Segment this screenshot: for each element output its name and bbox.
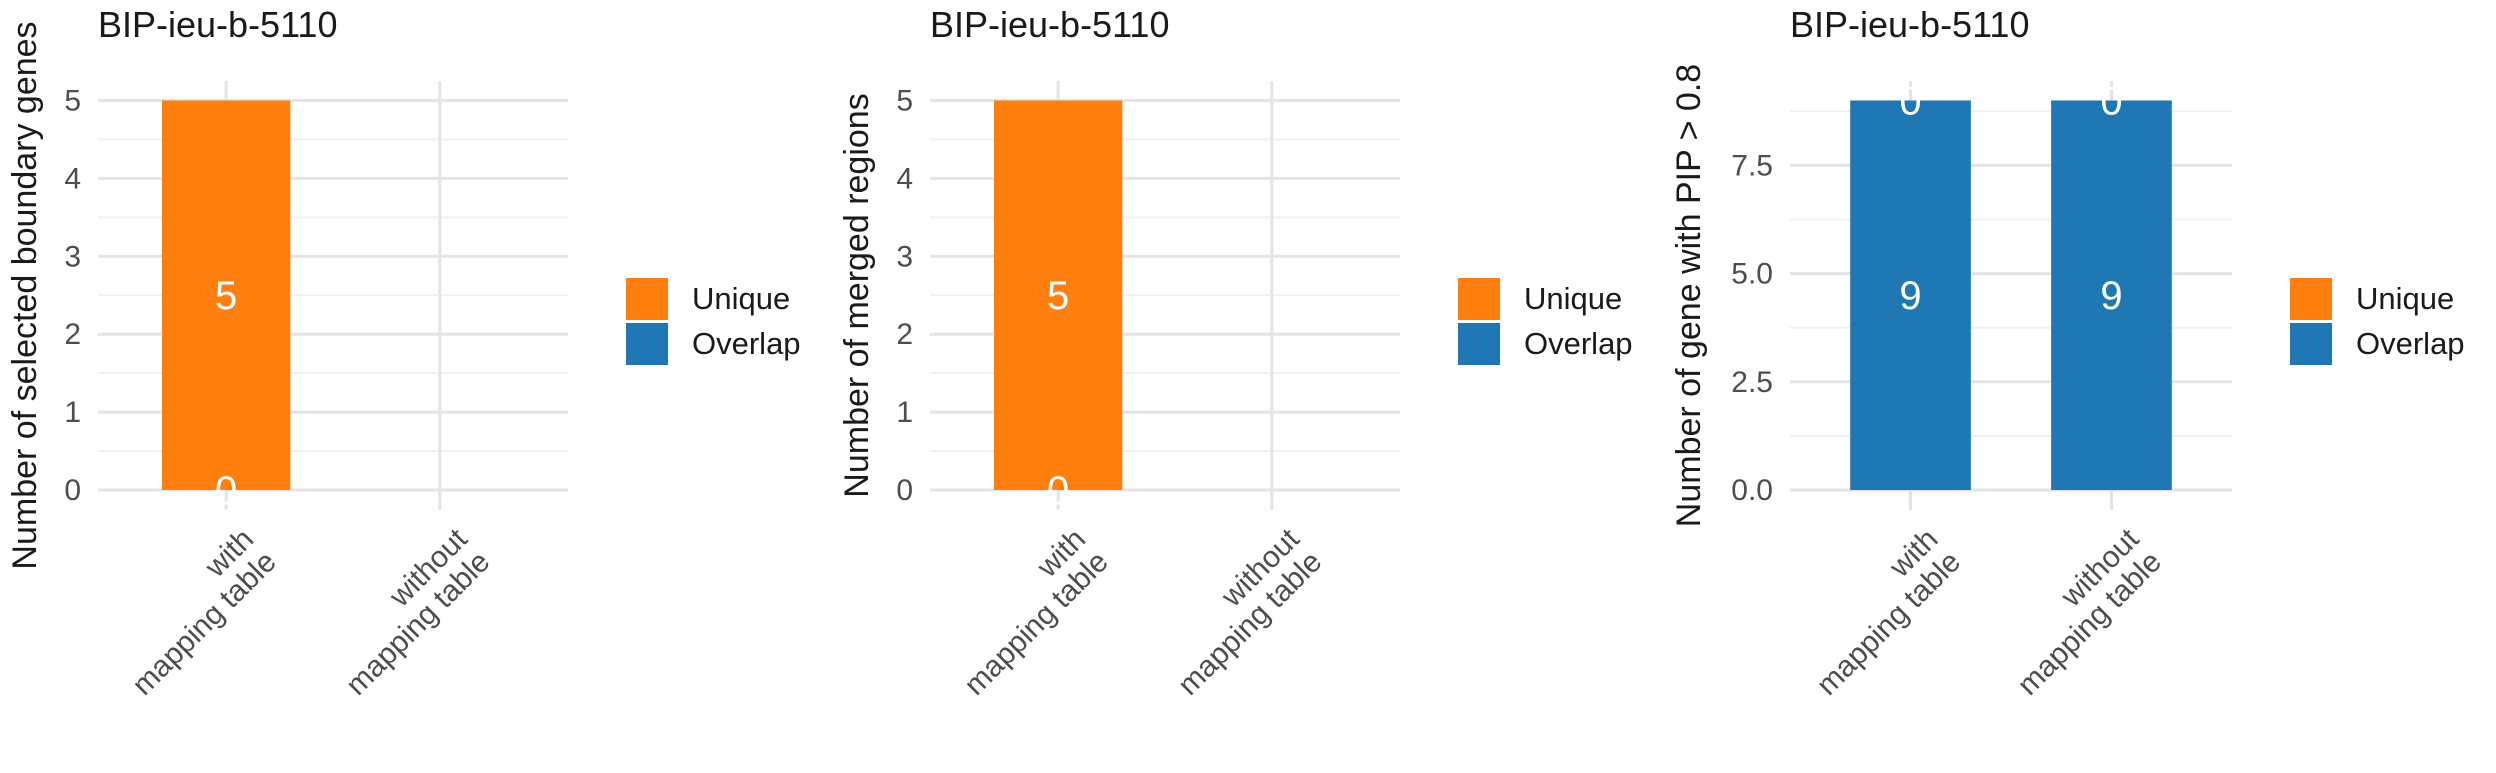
y-tick-label: 3 — [896, 240, 913, 273]
y-tick-label: 5.0 — [1731, 258, 1773, 291]
legend-swatch-unique — [1458, 278, 1500, 320]
panel-background — [832, 0, 1664, 768]
bar-value-label: 9 — [1899, 274, 1921, 318]
legend-swatch-overlap — [626, 323, 668, 365]
bar-value-label: 9 — [2100, 274, 2122, 318]
y-tick-label: 7.5 — [1731, 149, 1773, 182]
legend-swatch-unique — [2290, 278, 2332, 320]
panel-background — [0, 0, 832, 768]
chart-panel-2: 5 0 0 1 2 3 4 5 withmapping table withoutmapping … — [832, 0, 1664, 768]
legend-swatch-overlap — [1458, 323, 1500, 365]
y-tick-label: 0.0 — [1731, 474, 1773, 507]
legend-swatch-overlap — [2290, 323, 2332, 365]
y-tick-label: 5 — [896, 84, 913, 117]
bar-value-label: 0 — [1047, 469, 1069, 513]
legend-label-unique: Unique — [692, 281, 790, 316]
chart-panel-1: 5 0 0 1 2 3 4 5 withmapping table withoutmapping … — [0, 0, 832, 768]
chart-title: BIP-ieu-b-5110 — [1790, 4, 2029, 45]
chart-panel-3: 9 0 9 0 0.0 2.5 5.0 7.5 withmapping table without… — [1664, 0, 2496, 768]
chart-title: BIP-ieu-b-5110 — [98, 4, 337, 45]
y-axis-title: Number of gene with PIP > 0.8 — [1670, 64, 1708, 527]
y-tick-label: 1 — [896, 396, 913, 429]
y-tick-label: 1 — [64, 396, 81, 429]
y-axis-title: Number of selected boundary genes — [6, 21, 44, 569]
legend-label-unique: Unique — [2356, 281, 2454, 316]
y-tick-label: 2.5 — [1731, 366, 1773, 399]
bar-segment-overlap — [2051, 100, 2172, 490]
bar-segment-unique — [162, 100, 291, 490]
y-tick-label: 3 — [64, 240, 81, 273]
bar-segment-unique — [994, 100, 1123, 490]
bar-value-label: 5 — [215, 274, 237, 318]
y-tick-label: 5 — [64, 84, 81, 117]
y-tick-label: 4 — [64, 162, 81, 195]
bar-value-label: 5 — [1047, 274, 1069, 318]
y-tick-label: 2 — [64, 318, 81, 351]
legend-label-overlap: Overlap — [692, 326, 801, 361]
y-axis-title: Number of merged regions — [838, 93, 876, 497]
y-tick-label: 0 — [896, 474, 913, 507]
legend-swatch-unique — [626, 278, 668, 320]
y-tick-label: 0 — [64, 474, 81, 507]
y-tick-label: 2 — [896, 318, 913, 351]
bar-segment-overlap — [1850, 100, 1971, 490]
bar-value-label: 0 — [215, 469, 237, 513]
bar-value-label: 0 — [2100, 79, 2122, 123]
legend-label-overlap: Overlap — [1524, 326, 1633, 361]
legend-label-overlap: Overlap — [2356, 326, 2465, 361]
chart-title: BIP-ieu-b-5110 — [930, 4, 1169, 45]
bar-value-label: 0 — [1899, 79, 1921, 123]
legend: Unique Overlap — [2290, 278, 2465, 365]
legend-label-unique: Unique — [1524, 281, 1622, 316]
legend: Unique Overlap — [1458, 278, 1633, 365]
y-tick-label: 4 — [896, 162, 913, 195]
legend: Unique Overlap — [626, 278, 801, 365]
